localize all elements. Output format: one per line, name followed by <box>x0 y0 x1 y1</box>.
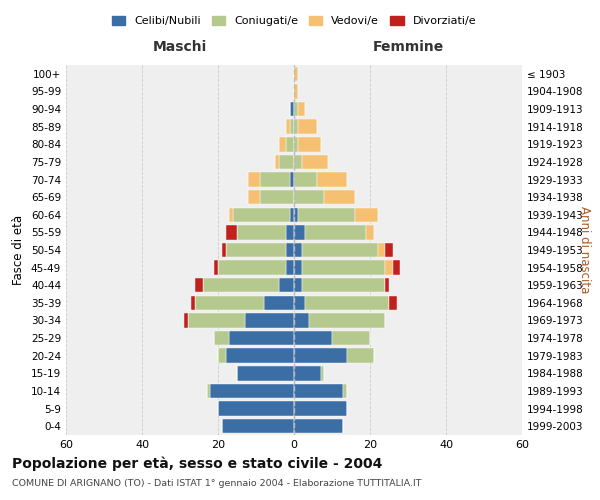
Bar <box>309 314 385 328</box>
Bar <box>214 331 229 345</box>
Bar <box>302 154 328 169</box>
Bar <box>385 243 393 257</box>
Bar <box>275 154 279 169</box>
Bar <box>279 137 286 152</box>
Bar <box>294 314 309 328</box>
Bar <box>294 243 302 257</box>
Bar <box>294 66 298 81</box>
Bar <box>294 225 305 240</box>
Bar <box>260 190 294 204</box>
Bar <box>385 278 389 292</box>
Bar <box>317 172 347 186</box>
Bar <box>218 402 294 416</box>
Bar <box>389 296 397 310</box>
Bar <box>237 366 294 380</box>
Bar <box>302 278 385 292</box>
Bar <box>302 260 385 275</box>
Bar <box>286 120 290 134</box>
Bar <box>305 225 366 240</box>
Bar <box>237 225 286 240</box>
Bar <box>298 208 355 222</box>
Bar <box>294 102 298 117</box>
Bar <box>298 137 320 152</box>
Bar <box>298 120 317 134</box>
Bar <box>298 102 305 117</box>
Bar <box>343 384 347 398</box>
Bar <box>286 225 294 240</box>
Bar <box>203 278 279 292</box>
Y-axis label: Anni di nascita: Anni di nascita <box>578 206 590 294</box>
Bar <box>248 190 260 204</box>
Bar <box>347 348 374 363</box>
Bar <box>294 278 302 292</box>
Bar <box>195 278 203 292</box>
Bar <box>385 260 393 275</box>
Bar <box>222 419 294 434</box>
Text: COMUNE DI ARIGNANO (TO) - Dati ISTAT 1° gennaio 2004 - Elaborazione TUTTITALIA.I: COMUNE DI ARIGNANO (TO) - Dati ISTAT 1° … <box>12 478 421 488</box>
Bar <box>218 260 286 275</box>
Bar <box>245 314 294 328</box>
Bar <box>226 243 286 257</box>
Bar <box>188 314 245 328</box>
Bar <box>294 366 320 380</box>
Bar <box>286 137 294 152</box>
Bar <box>320 366 325 380</box>
Bar <box>294 137 298 152</box>
Bar <box>206 384 211 398</box>
Bar <box>211 384 294 398</box>
Bar <box>184 314 188 328</box>
Bar <box>229 208 233 222</box>
Bar <box>260 172 290 186</box>
Bar <box>286 260 294 275</box>
Bar <box>191 296 195 310</box>
Bar <box>294 402 347 416</box>
Bar <box>302 243 377 257</box>
Bar <box>294 190 325 204</box>
Bar <box>355 208 377 222</box>
Bar <box>294 331 332 345</box>
Bar <box>325 190 355 204</box>
Bar <box>290 208 294 222</box>
Bar <box>294 260 302 275</box>
Bar <box>294 172 317 186</box>
Text: Femmine: Femmine <box>373 40 443 54</box>
Bar <box>290 172 294 186</box>
Bar <box>294 154 302 169</box>
Bar <box>290 120 294 134</box>
Bar <box>214 260 218 275</box>
Bar <box>286 243 294 257</box>
Bar <box>294 348 347 363</box>
Bar <box>377 243 385 257</box>
Bar <box>279 154 294 169</box>
Legend: Celibi/Nubili, Coniugati/e, Vedovi/e, Divorziati/e: Celibi/Nubili, Coniugati/e, Vedovi/e, Di… <box>107 12 481 30</box>
Bar <box>248 172 260 186</box>
Bar <box>263 296 294 310</box>
Bar <box>294 384 343 398</box>
Bar <box>290 102 294 117</box>
Bar <box>195 296 263 310</box>
Bar <box>218 348 226 363</box>
Bar <box>294 419 343 434</box>
Bar <box>393 260 400 275</box>
Bar <box>226 225 237 240</box>
Bar <box>294 296 305 310</box>
Bar <box>294 120 298 134</box>
Bar <box>332 331 370 345</box>
Bar <box>222 243 226 257</box>
Text: Popolazione per età, sesso e stato civile - 2004: Popolazione per età, sesso e stato civil… <box>12 456 382 471</box>
Text: Maschi: Maschi <box>153 40 207 54</box>
Bar <box>233 208 290 222</box>
Bar <box>294 208 298 222</box>
Bar <box>305 296 389 310</box>
Bar <box>229 331 294 345</box>
Bar <box>279 278 294 292</box>
Bar <box>226 348 294 363</box>
Bar <box>294 84 298 98</box>
Bar <box>366 225 374 240</box>
Y-axis label: Fasce di età: Fasce di età <box>13 215 25 285</box>
